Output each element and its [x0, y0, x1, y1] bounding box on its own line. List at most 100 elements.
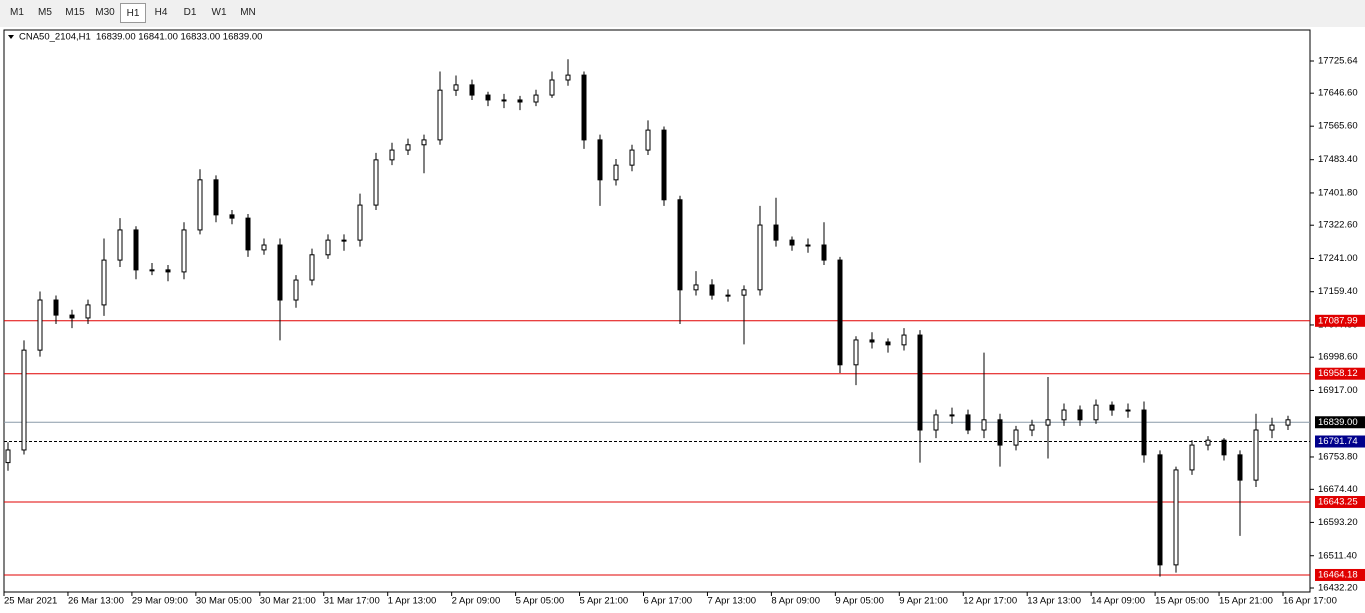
candle-body [885, 341, 891, 346]
candle-body [245, 217, 251, 251]
y-tick-label: 16998.60 [1318, 352, 1358, 363]
timeframe-button[interactable]: M15 [65, 7, 85, 18]
candle-body [501, 99, 507, 102]
candle-body [325, 239, 331, 256]
candle-body [5, 449, 11, 464]
candle-body [1061, 409, 1067, 421]
level-label: 16958.12 [1318, 368, 1358, 379]
chart-background [0, 27, 1365, 613]
candle-body [821, 244, 827, 261]
candle-body [629, 149, 635, 166]
candle-body [213, 179, 219, 216]
candle-body [1237, 454, 1243, 481]
candle-body [565, 74, 571, 81]
timeframe-button[interactable]: M30 [95, 7, 115, 18]
timeframe-button[interactable]: H4 [154, 7, 168, 18]
y-tick-label: 17159.40 [1318, 286, 1358, 297]
candle-body [853, 339, 859, 366]
candle-body [1077, 409, 1083, 421]
candle-body [437, 89, 443, 141]
y-tick-label: 16753.80 [1318, 451, 1358, 462]
level-label: 16791.74 [1318, 436, 1358, 447]
candle-body [469, 84, 475, 96]
candle-body [261, 244, 267, 251]
x-tick-label: 12 Apr 17:00 [963, 596, 1017, 607]
candle-body [517, 99, 523, 103]
candle-body [869, 339, 875, 343]
candle-body [101, 259, 107, 306]
candle-body [613, 164, 619, 181]
candle-body [341, 239, 347, 242]
candle-body [1173, 469, 1179, 566]
candle-body [1269, 424, 1275, 431]
candle-body [1141, 409, 1147, 456]
quote: 16839.00 16841.00 16833.00 16839.00 [96, 32, 262, 43]
candle-body [901, 334, 907, 346]
x-tick-label: 26 Mar 13:00 [68, 596, 124, 607]
candle-body [21, 349, 27, 451]
candle-body [277, 244, 283, 301]
timeframe-button[interactable]: D1 [183, 7, 197, 18]
x-tick-label: 13 Apr 13:00 [1027, 596, 1081, 607]
y-tick-label: 16674.40 [1318, 484, 1358, 495]
candle-body [1125, 409, 1131, 412]
candle-body [597, 139, 603, 181]
candle-body [37, 299, 43, 351]
x-tick-label: 5 Apr 05:00 [516, 596, 565, 607]
candle-body [1189, 444, 1195, 471]
candle-body [1221, 439, 1227, 456]
y-tick-label: 17401.80 [1318, 187, 1358, 198]
level-label-bg [1315, 314, 1365, 327]
y-tick-label: 17646.60 [1318, 88, 1358, 99]
x-tick-label: 15 Apr 05:00 [1155, 596, 1209, 607]
level-label: 17087.99 [1318, 315, 1358, 326]
x-tick-label: 1 Apr 13:00 [388, 596, 437, 607]
candle-body [405, 144, 411, 151]
candle-body [709, 284, 715, 296]
x-tick-label: 29 Mar 09:00 [132, 596, 188, 607]
x-tick-label: 5 Apr 21:00 [580, 596, 629, 607]
chart: CNA50_2104,H1 16839.00 16841.00 16833.00… [0, 27, 1365, 613]
timeframe-button[interactable]: W1 [211, 7, 227, 18]
candle-body [229, 214, 235, 219]
collapse-arrow [8, 35, 14, 39]
candle-body [293, 279, 299, 301]
timeframe-button[interactable]: MN [240, 7, 256, 18]
y-tick-label: 16511.40 [1318, 550, 1357, 561]
y-tick-label: 16593.20 [1318, 517, 1358, 528]
candle-body [725, 294, 731, 297]
x-tick-label: 25 Mar 2021 [4, 596, 57, 607]
timeframe-button[interactable]: M5 [38, 7, 52, 18]
candle-body [645, 129, 651, 151]
candle-body [949, 414, 955, 417]
candle-body [389, 149, 395, 161]
candle-body [757, 224, 763, 291]
y-tick-label: 17725.64 [1318, 56, 1358, 67]
x-tick-label: 2 Apr 09:00 [452, 596, 501, 607]
candle-body [1285, 419, 1291, 426]
x-tick-label: 30 Mar 05:00 [196, 596, 252, 607]
candle-body [117, 229, 123, 261]
x-tick-label: 15 Apr 21:00 [1219, 596, 1273, 607]
candle-body [309, 254, 315, 281]
timeframe-button[interactable]: H1 [120, 3, 146, 23]
x-tick-label: 9 Apr 05:00 [835, 596, 884, 607]
candle-body [965, 414, 971, 431]
level-label-bg [1315, 435, 1365, 448]
candle-body [85, 304, 91, 319]
plot-frame [3, 29, 1311, 593]
x-tick-label: 30 Mar 21:00 [260, 596, 316, 607]
candle-body [933, 414, 939, 431]
x-tick-label: 9 Apr 21:00 [899, 596, 948, 607]
timeframe-button[interactable]: M1 [10, 7, 24, 18]
candle-body [997, 419, 1003, 446]
candle-body [805, 244, 811, 247]
candle-body [1109, 404, 1115, 411]
y-tick-label: 16432.20 [1318, 583, 1358, 594]
candle-body [741, 289, 747, 296]
candle-body [1205, 439, 1211, 446]
symbol: CNA50_2104,H1 [19, 32, 91, 43]
candle-body [837, 259, 843, 366]
level-label-bg [1315, 416, 1365, 429]
level-label-bg [1315, 568, 1365, 581]
